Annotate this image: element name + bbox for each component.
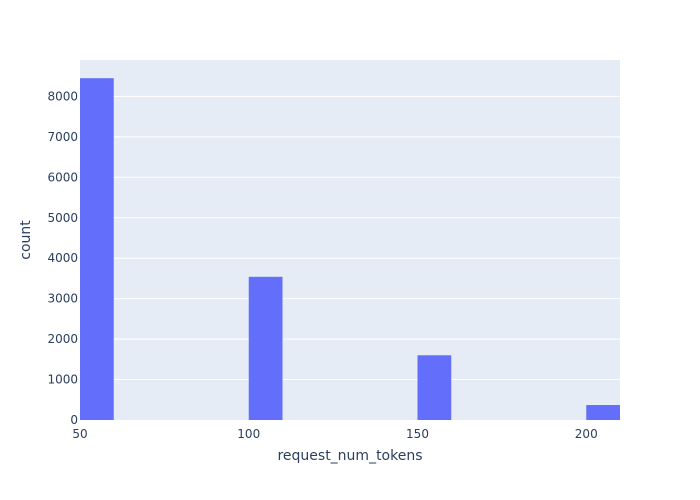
y-gridlines: [80, 95, 620, 381]
plot-background: [80, 60, 620, 420]
histogram-bar: [248, 276, 283, 420]
y-tick-label: 1000: [47, 373, 78, 387]
x-tick-labels: 50 100 150 200: [72, 427, 597, 441]
y-tick-label: 3000: [47, 292, 78, 306]
histogram-bars: [80, 78, 620, 421]
y-tick-label: 4000: [47, 251, 78, 265]
x-tick-label: 150: [406, 427, 429, 441]
y-tick-label: 7000: [47, 130, 78, 144]
histogram-bar: [80, 78, 114, 421]
y-tick-label: 0: [70, 413, 78, 427]
x-tick-label: 50: [72, 427, 87, 441]
y-axis-title: count: [18, 220, 34, 260]
x-axis-title: request_num_tokens: [277, 448, 422, 464]
y-tick-labels: 0 1000 2000 3000 4000 5000 6000 7000 8000: [47, 89, 78, 427]
y-tick-label: 6000: [47, 170, 78, 184]
histogram-bar: [586, 405, 620, 420]
y-tick-label: 2000: [47, 332, 78, 346]
y-tick-label: 5000: [47, 211, 78, 225]
histogram-bar: [417, 355, 452, 420]
x-tick-label: 100: [237, 427, 260, 441]
x-tick-label: 200: [575, 427, 598, 441]
y-tick-label: 8000: [47, 89, 78, 103]
